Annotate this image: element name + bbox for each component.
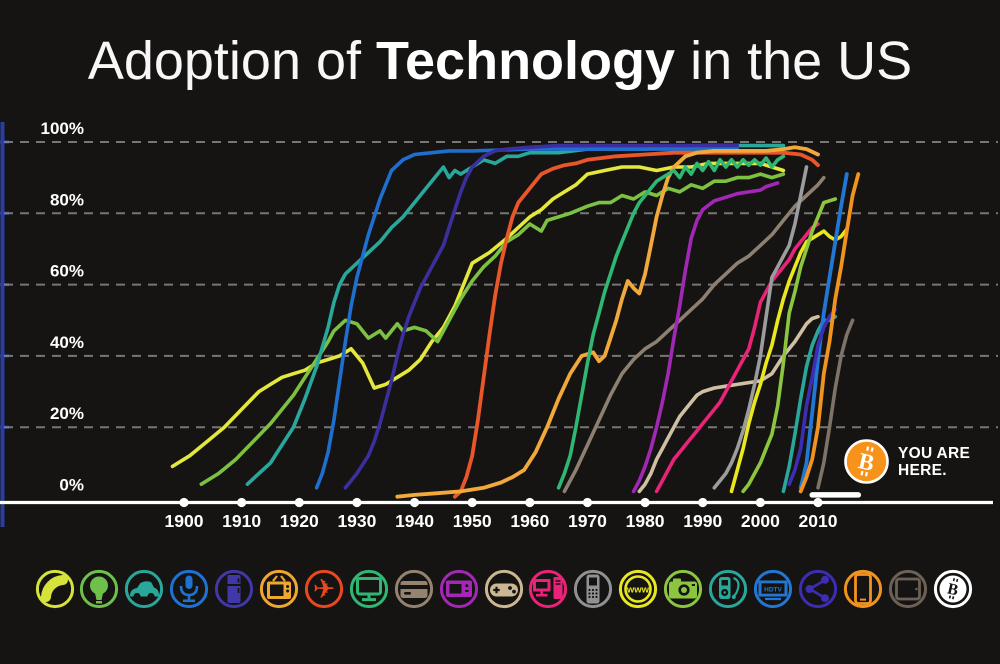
series-smartphone [798,172,861,494]
x-axis-dot [179,497,189,508]
you-are-here-line2: HERE. [898,461,947,479]
series-cell-phone [712,165,809,490]
x-axis-dot [813,497,823,508]
x-axis-dot [294,497,304,508]
series-social-media [787,307,838,487]
x-tick-label: 1910 [222,511,261,531]
x-axis-dot [409,497,420,508]
x-tick-label: 1960 [510,511,549,531]
x-tick-label: 1920 [280,511,319,531]
x-tick-label: 1980 [626,511,665,531]
series-computer [654,222,820,494]
x-axis-dot [352,497,362,508]
bitcoin-coin-icon: B [844,439,889,484]
you-are-here-label: YOU ARE HERE. [898,445,970,479]
x-tick-label: 1950 [453,511,492,531]
x-tick-label: 1930 [337,511,376,531]
x-tick-label: 2000 [741,511,780,531]
x-axis-dot [755,497,765,508]
you-are-here-badge: B YOU ARE HERE. [843,438,970,485]
x-axis-dot [467,497,477,508]
series-radio [314,147,740,490]
x-axis-dot [698,497,708,508]
you-are-here-line1: YOU ARE [898,444,971,462]
series-microwave [631,181,780,494]
svg-text:B: B [856,448,877,476]
x-axis-dot [640,497,650,508]
y-tick-label: 40% [50,333,84,352]
x-axis-dot [237,497,247,508]
series-internet [729,227,849,494]
series-credit-card [562,175,826,494]
y-tick-label: 0% [59,476,84,495]
series-refrigerator [343,143,740,490]
x-axis-dot [525,497,535,508]
y-tick-label: 100% [41,119,84,138]
series-video-games [637,314,820,494]
title-highlight: Technology [376,31,676,91]
series-air-travel [395,145,820,499]
x-tick-label: 1990 [683,511,722,531]
x-tick-label: 1940 [395,511,434,531]
series-hdtv [798,172,849,490]
series-tablet [816,318,855,490]
x-axis-dot [582,497,593,508]
x-tick-label: 2010 [799,511,838,531]
page-title: Adoption of Technology in the US [0,30,1000,92]
y-tick-label: 60% [50,262,84,281]
y-tick-label: 20% [50,404,84,423]
x-tick-label: 1900 [165,511,204,531]
title-prefix: Adoption of [87,31,377,91]
series-color-tv [556,154,786,490]
title-suffix: in the US [675,31,913,91]
x-tick-label: 1970 [568,511,607,531]
series-automobile [245,143,786,487]
series-digital-camera [741,197,838,494]
y-tick-label: 80% [50,190,84,209]
